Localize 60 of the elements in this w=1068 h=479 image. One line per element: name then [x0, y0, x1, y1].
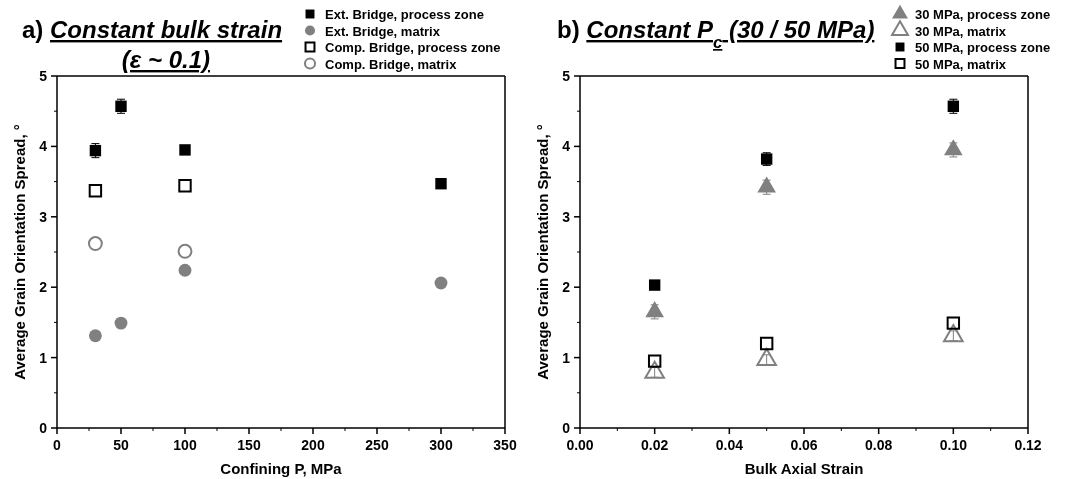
legend-label: Ext. Bridge, process zone: [325, 7, 484, 22]
point: [435, 178, 447, 190]
legend-label: 50 MPa, process zone: [915, 40, 1051, 55]
x-axis-title: Confining P, MPa: [220, 460, 343, 477]
x-tick-label: 300: [429, 437, 453, 453]
point: [178, 179, 192, 193]
x-tick-label: 0.10: [939, 437, 968, 453]
point: [756, 347, 777, 367]
y-tick-label: 1: [39, 349, 48, 366]
point: [178, 263, 192, 277]
y-tick-label: 1: [562, 349, 571, 366]
x-tick-label: 200: [301, 437, 325, 453]
y-tick-label: 0: [562, 420, 571, 436]
x-tick-label: 0.02: [641, 437, 669, 453]
x-tick-label: 0.04: [715, 437, 744, 453]
point: [179, 144, 191, 156]
x-tick-label: 0.08: [865, 437, 893, 453]
legend-label: Ext. Bridge, matrix: [325, 23, 441, 39]
y-tick-label: 4: [39, 138, 48, 155]
point: [88, 329, 102, 343]
point: [88, 184, 103, 198]
point: [946, 316, 961, 330]
x-tick-label: 0.06: [790, 437, 818, 453]
y-tick-label: 3: [39, 208, 48, 225]
y-tick-label: 5: [39, 68, 48, 84]
x-axis-title: Bulk Axial Strain: [744, 460, 864, 477]
point: [647, 354, 662, 368]
x-tick-label: 100: [173, 437, 197, 453]
x-tick-label: 350: [493, 437, 517, 453]
y-axis-title: Average Grain Orientation Spread, °: [11, 124, 28, 380]
legend-label: 30 MPa, process zone: [915, 7, 1051, 22]
x-tick-label: 250: [365, 437, 389, 453]
y-tick-label: 5: [562, 68, 571, 84]
point: [645, 301, 664, 318]
point: [177, 243, 193, 259]
y-tick-label: 2: [39, 279, 48, 296]
point: [759, 336, 774, 351]
legend-label: Comp. Bridge, matrix: [325, 56, 458, 72]
x-tick-label: 0.12: [1014, 437, 1042, 453]
point: [757, 176, 776, 193]
point: [943, 324, 964, 343]
y-tick-label: 0: [39, 420, 48, 436]
x-tick-label: 0: [53, 437, 62, 453]
y-tick-label: 4: [562, 138, 571, 155]
point: [944, 139, 963, 156]
x-tick-label: 50: [113, 437, 129, 453]
point: [644, 360, 665, 379]
x-tick-label: 150: [237, 437, 261, 453]
y-tick-label: 3: [562, 208, 571, 225]
x-tick-label: 0.00: [566, 437, 594, 453]
legend-label: 50 MPa, matrix: [915, 56, 1007, 72]
point: [114, 316, 128, 330]
point: [87, 236, 103, 251]
legend-label: 30 MPa, matrix: [915, 23, 1007, 39]
point: [648, 279, 661, 291]
y-axis-title: Average Grain Orientation Spread, °: [534, 124, 551, 380]
legend-label: Comp. Bridge, process zone: [325, 40, 501, 55]
y-tick-label: 2: [562, 279, 571, 296]
chart-title: b) Constant P$_{c}$ (30 / 50 MPa): [557, 16, 875, 52]
point: [434, 276, 448, 290]
